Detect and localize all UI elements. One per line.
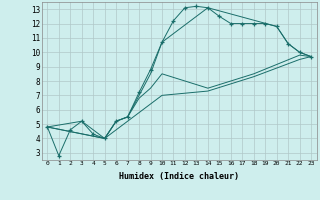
X-axis label: Humidex (Indice chaleur): Humidex (Indice chaleur) [119, 172, 239, 181]
